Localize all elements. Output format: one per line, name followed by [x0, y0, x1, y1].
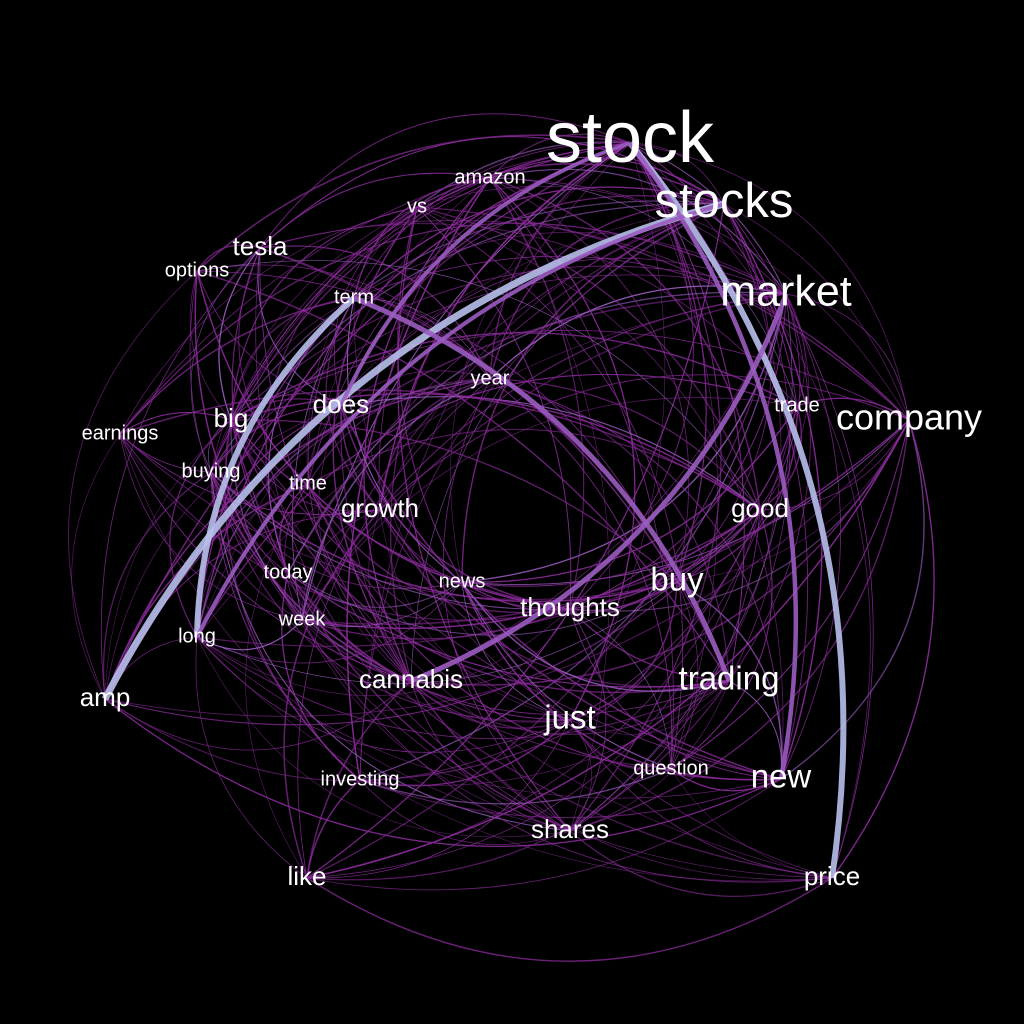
node-label-just: just [543, 699, 595, 736]
edge-layer [68, 114, 934, 961]
node-label-trading: trading [679, 660, 780, 697]
node-label-year: year [471, 367, 510, 389]
node-label-news: news [439, 570, 486, 592]
node-label-term: term [334, 286, 374, 308]
node-label-tesla: tesla [233, 231, 288, 261]
edge-like-price [307, 878, 832, 961]
edge-long-just [197, 637, 570, 752]
node-label-new: new [751, 758, 812, 795]
node-label-good: good [731, 493, 789, 523]
node-label-stocks: stocks [655, 174, 794, 228]
edge-company-new [781, 420, 924, 779]
edge-stock-buying [211, 143, 630, 472]
node-label-today: today [264, 561, 313, 583]
node-label-buying: buying [182, 460, 241, 482]
node-label-like: like [287, 861, 326, 891]
node-label-amazon: amazon [454, 166, 525, 188]
node-label-vs: vs [407, 195, 427, 217]
node-label-question: question [633, 757, 709, 779]
node-label-company: company [836, 397, 982, 438]
node-label-market: market [720, 267, 851, 315]
node-label-week: week [278, 608, 327, 630]
node-label-price: price [804, 861, 860, 891]
node-label-investing: investing [321, 768, 400, 790]
node-label-buy: buy [650, 561, 704, 598]
node-label-earnings: earnings [82, 422, 159, 444]
edge-amazon-buy [490, 178, 689, 582]
node-label-stock: stock [546, 98, 715, 178]
node-label-thoughts: thoughts [520, 592, 620, 622]
node-label-growth: growth [341, 493, 419, 523]
node-label-time: time [289, 472, 327, 494]
node-label-big: big [214, 403, 249, 433]
node-label-options: options [165, 259, 230, 281]
edge-company-price [832, 420, 934, 878]
edge-long-like [196, 637, 307, 878]
node-label-cannabis: cannabis [359, 664, 463, 694]
node-label-does: does [313, 389, 369, 419]
node-label-shares: shares [531, 814, 609, 844]
node-label-amp: amp [80, 682, 131, 712]
node-label-long: long [178, 625, 216, 647]
node-label-trade: trade [774, 394, 820, 416]
